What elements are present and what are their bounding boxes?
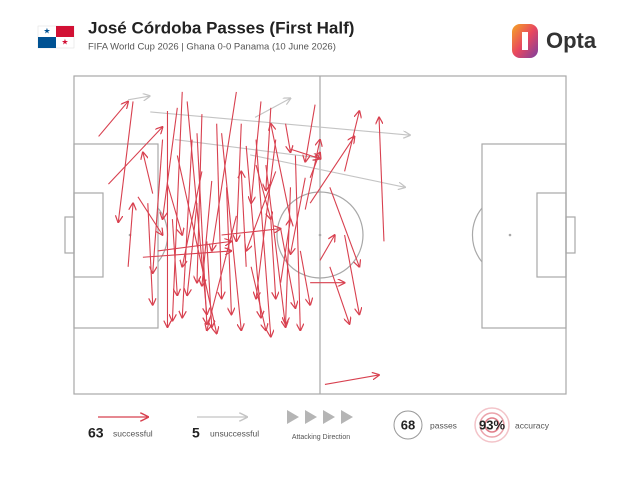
successful-pass [290,148,320,159]
successful-pass [157,241,232,252]
successful-pass [137,196,163,235]
passes-count: 68 [401,417,415,432]
successful-pass [236,123,242,242]
pitch [64,75,576,395]
successful-pass [182,139,193,318]
successful-pass [266,107,272,191]
successful-pass [329,187,360,266]
successful-count: 63 [88,425,104,441]
successful-pass [225,187,232,314]
successful-pass [187,203,198,295]
accuracy-label: accuracy [515,420,550,430]
successful-pass [147,203,153,305]
successful-pass [221,229,281,236]
successful-pass [118,101,134,222]
successful-pass [143,152,154,194]
successful-pass [309,136,354,204]
successful-pass [255,164,271,219]
successful-pass [344,234,360,315]
successful-pass [329,266,350,324]
unsuccessful-count: 5 [192,425,200,441]
unsuccessful-pass [128,96,150,100]
successful-pass [196,133,207,324]
logo: Opta [512,24,597,58]
successful-pass [286,187,292,324]
passes-label: passes [430,420,457,430]
successful-label: successful [113,428,153,438]
unsuccessful-pass [250,154,405,187]
successful-pass [108,127,162,185]
svg-text:★: ★ [43,27,50,36]
successful-pass [171,219,177,295]
successful-pass [127,203,133,267]
successful-pass [305,104,316,162]
successful-pass [182,171,203,266]
unsuccessful-label: unsuccessful [210,428,259,438]
brand: Opta [546,28,597,53]
successful-pass [271,124,292,220]
flag: ★ ★ [37,25,75,49]
successful-pass [270,219,276,299]
successful-pass [212,91,237,251]
successful-pass [221,133,242,330]
successful-pass [197,114,203,283]
successful-pass [206,241,212,327]
unsuccessful-pass [150,111,410,135]
successful-pass [172,91,183,321]
direction-label: Attacking Direction [292,434,350,441]
successful-pass [319,235,335,261]
successful-pass [344,111,360,172]
successful-pass [216,123,222,299]
unsuccessful-pass [174,139,320,158]
title: José Córdoba Passes (First Half) [88,18,354,37]
successful-pass [207,215,237,330]
successful-pass [153,139,164,274]
successful-pass [202,180,213,286]
successful-pass [256,139,277,299]
svg-text:★: ★ [61,38,68,47]
successful-pass [98,101,129,137]
successful-pass [304,140,320,210]
legend: 63 successful 5 unsuccessful Attacking D… [88,407,550,443]
accuracy-value: 93% [479,417,505,432]
successful-pass [299,250,310,305]
successful-pass [246,171,277,251]
unsuccessful-pass [254,98,290,118]
successful-pass [294,155,300,331]
successful-pass [142,251,232,258]
successful-pass [251,101,262,203]
successful-pass [166,183,182,235]
successful-pass [280,219,291,283]
successful-pass [379,117,385,242]
successful-pass [285,123,291,153]
subtitle: FIFA World Cup 2026 | Ghana 0-0 Panama (… [88,42,336,53]
successful-pass [324,375,379,386]
successful-pass [280,228,296,309]
successful-pass [290,177,306,254]
successful-pass [241,171,247,267]
successful-pass [163,107,178,219]
